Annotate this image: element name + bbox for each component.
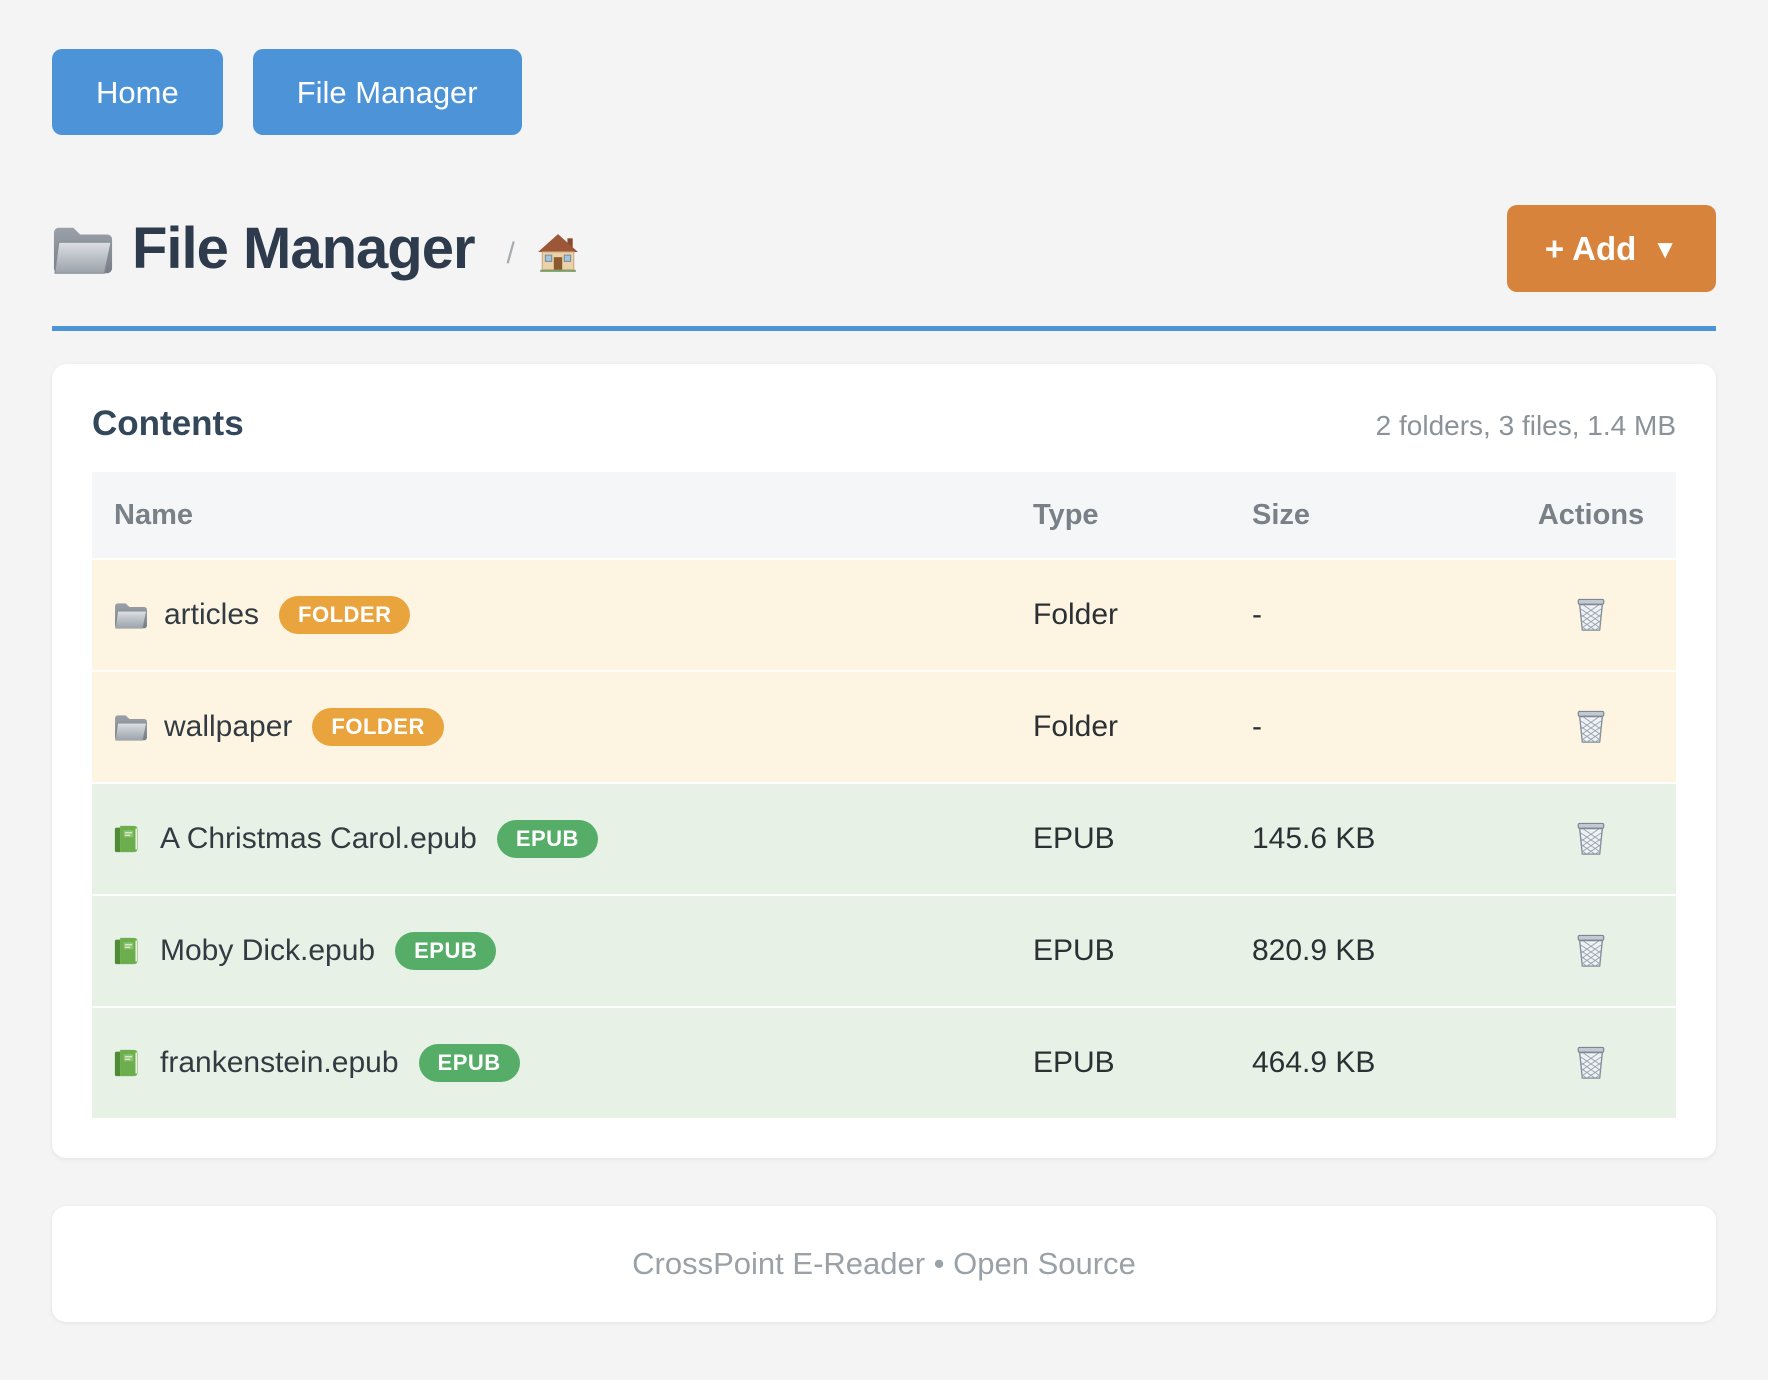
folder-icon (53, 226, 113, 274)
delete-button[interactable] (1570, 1040, 1612, 1086)
title-underline (52, 326, 1716, 331)
column-header-type: Type (1033, 498, 1099, 531)
size-cell: 145.6 KB (1252, 822, 1376, 855)
nav-file-manager-button[interactable]: File Manager (252, 49, 522, 135)
trash-icon (1574, 596, 1608, 634)
footer-text: CrossPoint E-Reader • Open Source (632, 1246, 1136, 1281)
table-row-wallpaper[interactable]: wallpaper FOLDER Folder - (92, 670, 1676, 782)
table-row-moby-dick[interactable]: Moby Dick.epub EPUB EPUB 820.9 KB (92, 894, 1676, 1006)
type-cell: Folder (1033, 598, 1119, 631)
table-header-row: Name Type Size Actions (92, 472, 1676, 558)
trash-icon (1574, 932, 1608, 970)
delete-button[interactable] (1570, 816, 1612, 862)
table-row-articles[interactable]: articles FOLDER Folder - (92, 558, 1676, 670)
type-cell: EPUB (1033, 822, 1115, 855)
trash-icon (1574, 1044, 1608, 1082)
delete-button[interactable] (1570, 928, 1612, 974)
column-header-name: Name (114, 498, 193, 531)
item-name-link[interactable]: A Christmas Carol.epub (160, 822, 477, 855)
type-cell: EPUB (1033, 1046, 1115, 1079)
item-name-link[interactable]: wallpaper (164, 710, 293, 743)
name-cell: wallpaper FOLDER (92, 708, 1033, 746)
item-name-link[interactable]: Moby Dick.epub (160, 934, 376, 967)
actions-cell (1506, 816, 1676, 862)
breadcrumb-separator: / (506, 236, 515, 270)
contents-card: Contents 2 folders, 3 files, 1.4 MB Name… (52, 364, 1716, 1158)
folder-icon (114, 603, 148, 629)
page-header: File Manager / + Add ▼ (52, 205, 1716, 292)
item-name-link[interactable]: frankenstein.epub (160, 1046, 399, 1079)
trash-icon (1574, 820, 1608, 858)
footer-card: CrossPoint E-Reader • Open Source (52, 1206, 1716, 1322)
contents-heading: Contents (92, 404, 244, 443)
actions-cell (1506, 928, 1676, 974)
nav-home-button[interactable]: Home (52, 49, 223, 135)
type-cell: EPUB (1033, 934, 1115, 967)
name-cell: Moby Dick.epub EPUB (92, 932, 1033, 970)
trash-icon (1574, 708, 1608, 746)
title-group: File Manager / (52, 215, 579, 282)
item-name-link[interactable]: articles (164, 598, 260, 631)
folder-badge: FOLDER (312, 708, 444, 746)
green-book-icon (114, 937, 138, 965)
column-header-size: Size (1252, 498, 1311, 531)
green-book-icon (114, 825, 138, 853)
epub-badge: EPUB (418, 1044, 520, 1082)
caret-down-icon: ▼ (1652, 233, 1678, 264)
file-manager-page: Home File Manager File Manager / + Add ▼… (52, 49, 1716, 1322)
actions-cell (1506, 1040, 1676, 1086)
name-cell: articles FOLDER (92, 596, 1033, 634)
size-cell: 820.9 KB (1252, 934, 1376, 967)
folder-badge: FOLDER (279, 596, 411, 634)
size-cell: - (1252, 598, 1262, 631)
page-title: File Manager (132, 216, 476, 281)
name-cell: A Christmas Carol.epub EPUB (92, 820, 1033, 858)
epub-badge: EPUB (395, 932, 497, 970)
contents-header: Contents 2 folders, 3 files, 1.4 MB (92, 404, 1676, 444)
file-table: Name Type Size Actions articles FOLDER F… (92, 472, 1676, 1118)
green-book-icon (114, 1049, 138, 1077)
actions-cell (1506, 704, 1676, 750)
top-nav: Home File Manager (52, 49, 1716, 135)
actions-cell (1506, 592, 1676, 638)
add-button[interactable]: + Add ▼ (1506, 205, 1716, 292)
delete-button[interactable] (1570, 704, 1612, 750)
folder-icon (114, 715, 148, 741)
add-button-label: + Add (1544, 230, 1637, 267)
contents-summary: 2 folders, 3 files, 1.4 MB (1375, 410, 1676, 441)
size-cell: 464.9 KB (1252, 1046, 1376, 1079)
home-icon[interactable] (537, 232, 579, 274)
size-cell: - (1252, 710, 1262, 743)
type-cell: Folder (1033, 710, 1119, 743)
name-cell: frankenstein.epub EPUB (92, 1044, 1033, 1082)
table-row-frankenstein[interactable]: frankenstein.epub EPUB EPUB 464.9 KB (92, 1006, 1676, 1118)
column-header-actions: Actions (1537, 498, 1645, 531)
table-row-christmas-carol[interactable]: A Christmas Carol.epub EPUB EPUB 145.6 K… (92, 782, 1676, 894)
delete-button[interactable] (1570, 592, 1612, 638)
epub-badge: EPUB (496, 820, 598, 858)
